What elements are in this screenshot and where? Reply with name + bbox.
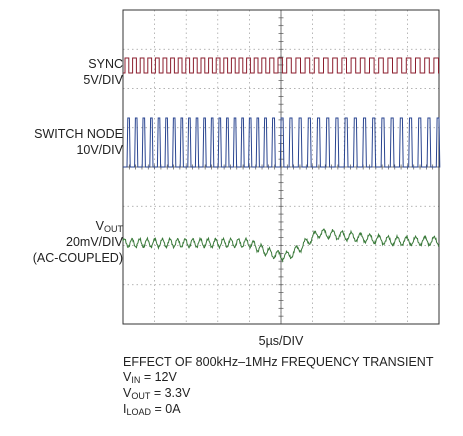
sync-label: SYNC 5V/DIV (83, 57, 123, 87)
sync-trace (123, 57, 439, 74)
vout-trace (122, 228, 440, 263)
condition-vout: VOUT = 3.3V (123, 386, 191, 401)
condition-vin: VIN = 12V (123, 370, 177, 385)
x-axis-label: 5µs/DIV (258, 334, 304, 348)
switch-node-label: SWITCH NODE 10V/DIV (34, 127, 123, 157)
switch-node-trace (123, 117, 441, 168)
condition-iload: ILOAD = 0A (123, 402, 181, 417)
vout-label: VOUT 20mV/DIV (AC-COUPLED) (32, 219, 123, 265)
condition-title: EFFECT OF 800kHz–1MHz FREQUENCY TRANSIEN… (123, 355, 434, 369)
